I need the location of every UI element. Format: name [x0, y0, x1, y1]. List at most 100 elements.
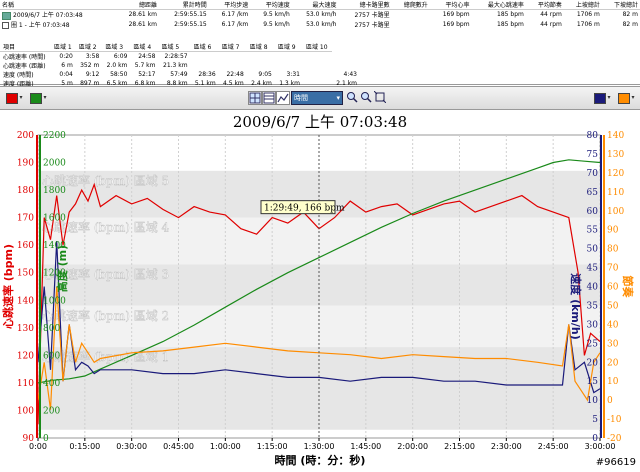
activity-icon[interactable] [2, 11, 11, 20]
speed-tick-label: 50 [587, 245, 599, 255]
zone-cell [219, 61, 247, 70]
elevation-tick-label: 1600 [43, 214, 66, 224]
speed-tick-label: 15 [587, 377, 599, 387]
activity-row[interactable]: 圈 1 - 上午 07:03:48 28.61 km 2:59:55.15 6.17 … [0, 20, 640, 29]
cadence-tick-label: 140 [607, 131, 624, 141]
heart-rate-tick-label: 140 [17, 296, 34, 306]
column-header[interactable]: 平均節奏 [525, 0, 564, 10]
zone-cell: 6.5 km [106, 80, 128, 87]
column-header[interactable]: 平均速度 [250, 0, 292, 10]
activity-row[interactable]: 2009/6/7 上午 07:03:48 28.61 km 2:59:55.15 6.… [0, 10, 640, 20]
left-axis-color1-swatch[interactable] [6, 93, 18, 104]
elevation-tick-label: 1200 [43, 269, 66, 279]
column-header[interactable]: 總距離 [114, 0, 159, 10]
zone-column-header[interactable]: 區域 2 [75, 42, 103, 52]
left-axis-color2-swatch[interactable] [30, 93, 42, 104]
chevron-down-icon[interactable]: ▾ [631, 94, 635, 101]
zoom-out-icon[interactable] [360, 91, 372, 105]
column-header[interactable]: 累計時間 [158, 0, 209, 10]
elevation-tick-label: 2200 [43, 131, 66, 141]
column-header[interactable]: 總爬數升 [391, 0, 430, 10]
activity-table-header: 名稱 總距離 累計時間 平均步速 平均速度 最大速度 總卡路里數 總爬數升 平均心率 最大心跳速率… [0, 0, 640, 10]
chevron-down-icon[interactable]: ▾ [43, 94, 47, 101]
right-axis-color2-swatch[interactable] [618, 93, 630, 104]
zone-cell [332, 61, 360, 70]
checkbox-icon[interactable] [2, 21, 9, 29]
speed-tick-label: 10 [587, 396, 599, 406]
chart-mode-select[interactable]: 時間 ▾ [291, 91, 343, 105]
cadence-tick-label: 80 [607, 245, 619, 255]
multi-axis-line-chart[interactable]: 心跳速率 (bpm) 區域 5 心跳速率 (bpm) 區域 4 心跳速率 (bpm)… [0, 110, 640, 470]
zone-column-header[interactable]: 區域 3 [102, 42, 131, 52]
chart-mode-value: 時間 [294, 94, 308, 102]
cadence-tick-label: 10 [607, 377, 619, 387]
zone-column-header[interactable]: 區域 6 [190, 42, 219, 52]
activity-cell: 6.17 /km [221, 20, 249, 28]
zone-column-header[interactable]: 項目 [0, 42, 51, 52]
zone-cell: 0:20 [59, 53, 73, 60]
activity-cell: 82 m [622, 20, 638, 28]
column-header[interactable]: 下坡總計 [601, 0, 640, 10]
speed-tick-label: 30 [587, 320, 599, 330]
heart-rate-tick-label: 180 [17, 186, 34, 196]
speed-tick-label: 40 [587, 283, 599, 293]
zone-cell [191, 52, 219, 62]
x-tick-label: 2:30:00 [491, 442, 522, 451]
heart-rate-tick-label: 170 [17, 214, 34, 224]
column-header[interactable]: 上坡總計 [563, 0, 602, 10]
column-header[interactable]: 最大心跳速率 [471, 0, 526, 10]
zone-cell: 6:09 [113, 53, 128, 60]
zone-cell: 6 m [61, 62, 73, 69]
zone-column-header[interactable]: 區域 9 [274, 42, 303, 52]
zone-column-header[interactable]: 區域 10 [302, 42, 332, 52]
zone-column-header[interactable]: 區域 4 [130, 42, 159, 52]
x-tick-label: 3:00:00 [585, 442, 616, 451]
zone-cell [303, 70, 332, 79]
zone-row: 心跳速率 (距離) 6 m 352 m 2.0 km 5.7 km 21.3 km [0, 61, 360, 70]
activity-cell: 185 bpm [497, 11, 524, 19]
fit-to-screen-icon[interactable] [373, 90, 387, 105]
zone-cell: 5.7 km [134, 62, 156, 69]
activity-cell: 44 rpm [540, 11, 562, 19]
grid-icon[interactable] [248, 91, 262, 105]
zone-cell [332, 52, 360, 62]
zone-cell [191, 61, 219, 70]
column-header[interactable]: 名稱 [0, 0, 115, 10]
line-chart-icon[interactable] [276, 91, 290, 105]
column-header[interactable]: 總卡路里數 [338, 0, 392, 10]
zone-cell: 21.3 km [163, 62, 188, 69]
activity-cell: 53.0 km/h [306, 20, 337, 28]
zone-cell [303, 61, 332, 70]
zone-cell: 5.1 km [194, 80, 216, 87]
activity-cell: 169 bpm [442, 20, 470, 28]
cadence-tick-label: 60 [607, 283, 619, 293]
zone-column-header[interactable]: 區域 7 [218, 42, 247, 52]
zone-column-header[interactable]: 區域 5 [158, 42, 191, 52]
zone-summary-panel: 項目 區域 1 區域 2 區域 3 區域 4 區域 5 區域 6 區域 7 區域 8 區域 9 區域… [0, 40, 640, 88]
speed-tick-label: 20 [587, 358, 599, 368]
zone-row-label: 心跳速率 (距離) [3, 63, 46, 70]
speed-tick-label: 60 [587, 207, 599, 217]
activity-cell: 28.61 km [128, 11, 157, 19]
activity-name-cell[interactable]: 2009/6/7 上午 07:03:48 [0, 10, 115, 20]
column-header[interactable]: 平均步速 [208, 0, 251, 10]
speed-tick-label: 35 [587, 301, 599, 311]
speed-tick-label: 55 [587, 226, 599, 236]
activity-cell [392, 10, 430, 20]
heart-rate-tick-label: 160 [17, 241, 34, 251]
heart-rate-axis-title: 心跳速率 (bpm) [1, 244, 15, 329]
table-icon[interactable] [262, 91, 276, 105]
x-tick-label: 0:00 [29, 442, 47, 451]
chevron-down-icon[interactable]: ▾ [607, 94, 611, 101]
zone-column-header[interactable]: 區域 8 [246, 42, 275, 52]
activity-name-cell[interactable]: 圈 1 - 上午 07:03:48 [0, 20, 115, 29]
zone-column-header[interactable]: 區域 1 [50, 42, 76, 52]
zoom-in-icon[interactable] [346, 91, 358, 105]
right-axis-color1-swatch[interactable] [594, 93, 606, 104]
column-header[interactable]: 平均心率 [429, 0, 472, 10]
zone-cell: 22:48 [226, 71, 244, 78]
column-header[interactable]: 最大速度 [291, 0, 339, 10]
chevron-down-icon[interactable]: ▾ [19, 94, 23, 101]
zone-label: 心跳速率 (bpm) 區域 4 [42, 220, 170, 235]
zone-cell: 352 m [80, 62, 100, 69]
